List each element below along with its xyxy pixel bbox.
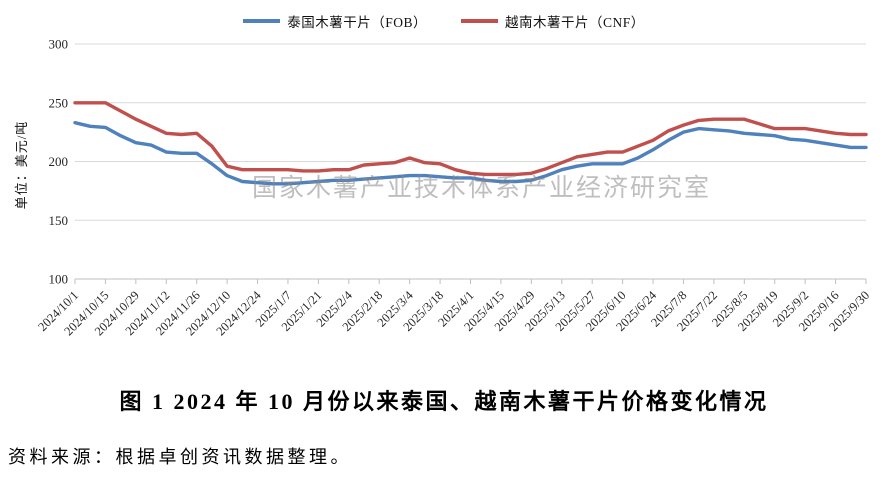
thailand-line-swatch-icon	[243, 19, 281, 23]
y-tick-label: 200	[49, 154, 69, 169]
source-note: 资料来源：根据卓创资讯数据整理。	[8, 447, 352, 467]
series-line-vietnam	[73, 101, 868, 177]
watermark-text: 国家木薯产业技术体系产业经济研究室	[252, 175, 712, 202]
legend-item-thailand: 泰国木薯干片（FOB）	[243, 11, 427, 31]
chart-legend: 泰国木薯干片（FOB） 越南木薯干片（CNF）	[0, 11, 888, 31]
legend-item-vietnam: 越南木薯干片（CNF）	[461, 11, 645, 31]
figure-title: 图 1 2024 年 10 月份以来泰国、越南木薯干片价格变化情况	[119, 389, 769, 414]
legend-label-vietnam: 越南木薯干片（CNF）	[505, 15, 645, 30]
y-tick-label: 300	[49, 37, 69, 52]
y-axis-title: 单位：美元/吨	[14, 120, 29, 210]
y-tick-label: 250	[49, 95, 69, 110]
series-line-thailand	[73, 120, 868, 186]
y-tick-label: 150	[49, 213, 69, 228]
vietnam-line-swatch-icon	[461, 19, 498, 23]
legend-label-thailand: 泰国木薯干片（FOB）	[287, 15, 427, 30]
price-line-chart: 1001502002503002024/10/12024/10/152024/1…	[35, 37, 872, 339]
y-tick-label: 100	[49, 272, 69, 287]
